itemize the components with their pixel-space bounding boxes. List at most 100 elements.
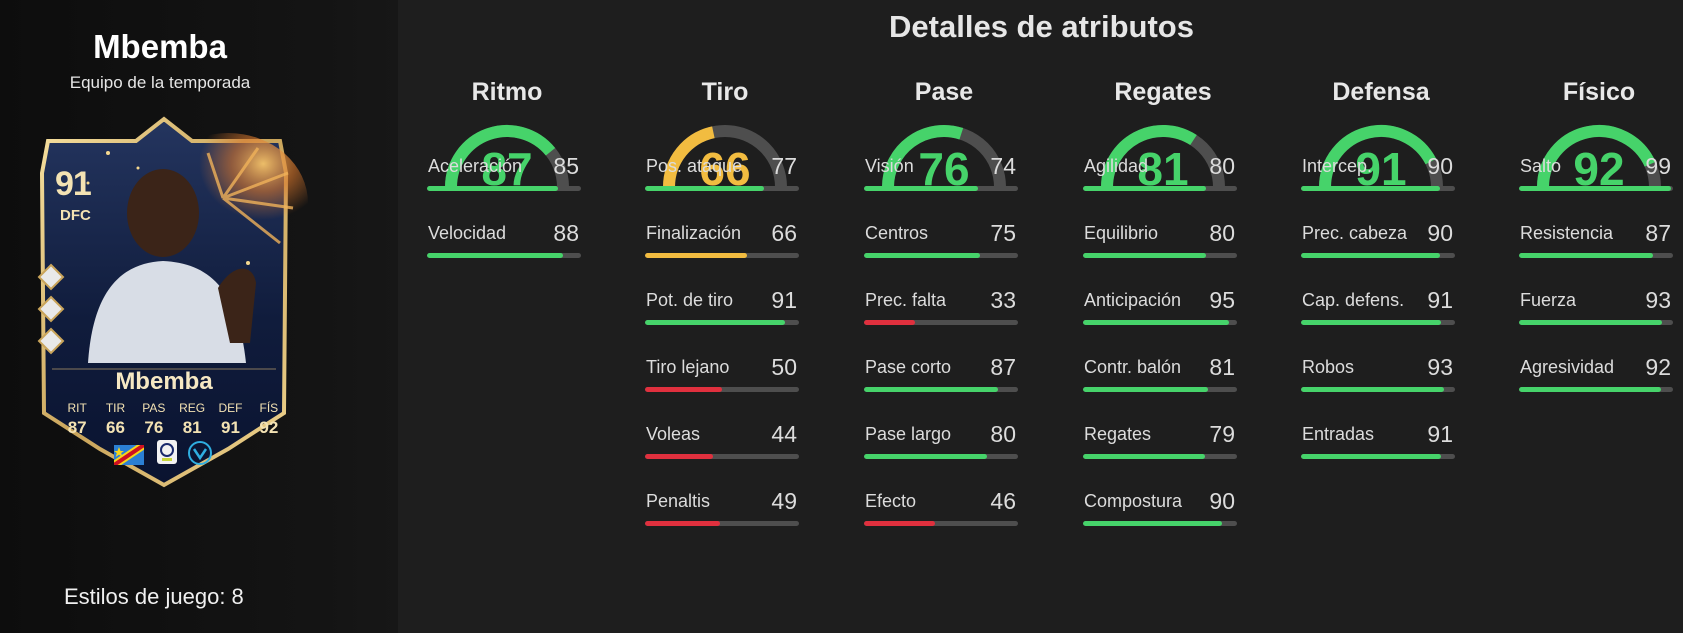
attribute-value: 87 <box>1645 220 1671 246</box>
attribute-bar-fill <box>645 454 713 459</box>
attribute-row: Entradas 91 <box>1301 421 1457 484</box>
attribute-row: Anticipación 95 <box>1083 287 1239 350</box>
attribute-label: Pos. ataque <box>646 156 743 176</box>
card-stat: TIR 66 <box>96 401 134 438</box>
attribute-label: Agilidad <box>1084 156 1149 176</box>
attribute-row: Robos 93 <box>1301 354 1457 417</box>
attribute-label: Tiro lejano <box>646 357 730 377</box>
attribute-label: Contr. balón <box>1084 357 1182 377</box>
attribute-label: Robos <box>1302 357 1355 377</box>
attribute-value: 81 <box>1209 354 1235 380</box>
attribute-row: Velocidad 88 <box>427 220 583 283</box>
attribute-bar <box>645 253 799 258</box>
attribute-bar-fill <box>645 387 722 392</box>
attribute-value: 80 <box>1209 153 1235 179</box>
attribute-label: Pase largo <box>865 424 952 444</box>
attribute-value: 50 <box>771 354 797 380</box>
attribute-bar <box>1301 387 1455 392</box>
attribute-value: 90 <box>1209 488 1235 514</box>
club-badge-icon <box>188 441 212 465</box>
card-stat-label: TIR <box>105 401 126 415</box>
attribute-value: 33 <box>990 287 1016 313</box>
attribute-bar <box>1301 186 1455 191</box>
attribute-bar <box>864 454 1018 459</box>
card-player-name: Mbemba <box>115 368 213 395</box>
card-stat-value: 91 <box>221 418 240 437</box>
gauge-arc <box>1537 125 1661 188</box>
card-position: DFC <box>60 207 91 224</box>
attribute-bar-fill <box>645 521 721 526</box>
attribute-bar <box>645 186 799 191</box>
attribute-column: Pase 76 Visión 74 Centros 75 Prec. falta 33 Pas… <box>864 78 1024 526</box>
attribute-value: 88 <box>553 220 579 246</box>
player-card-panel: Mbemba Equipo de la temporada <box>0 0 398 633</box>
attribute-bar-fill <box>864 521 935 526</box>
card-stat-value: 76 <box>144 418 164 437</box>
nation-flag-icon <box>114 445 144 465</box>
attribute-value: 91 <box>1427 421 1453 447</box>
attribute-row: Pot. de tiro 91 <box>645 287 801 350</box>
attribute-row: Agilidad 80 <box>1083 153 1239 216</box>
attribute-bar <box>1083 454 1237 459</box>
attribute-column: Ritmo 87 Aceleración 85 Velocidad 88 <box>427 78 587 258</box>
attribute-value: 90 <box>1427 153 1453 179</box>
attribute-row: Agresividad 92 <box>1519 354 1675 417</box>
card-stat: RIT 87 <box>58 401 96 438</box>
attribute-bar <box>1301 454 1455 459</box>
attribute-bar <box>1519 186 1673 191</box>
attribute-value: 91 <box>771 287 797 313</box>
attribute-row: Regates 79 <box>1083 421 1239 484</box>
card-type-label: Equipo de la temporada <box>69 73 251 92</box>
card-stat: PAS 76 <box>135 401 173 438</box>
attribute-row: Efecto 46 <box>864 488 1020 551</box>
attribute-bar-fill <box>427 253 563 258</box>
attribute-row: Pos. ataque 77 <box>645 153 801 216</box>
attribute-label: Regates <box>1084 424 1152 444</box>
attribute-bar-fill <box>1083 320 1230 325</box>
attribute-bar-fill <box>645 186 764 191</box>
attribute-column: Defensa 91 Intercep. 90 Prec. cabeza 90 Cap. … <box>1301 78 1461 459</box>
attribute-row: Cap. defens. 91 <box>1301 287 1457 350</box>
attribute-label: Pase corto <box>865 357 952 377</box>
attribute-bar-fill <box>1519 320 1663 325</box>
attribute-bar-fill <box>1083 387 1208 392</box>
attribute-bar <box>645 454 799 459</box>
attribute-bar <box>1519 320 1673 325</box>
attribute-bar-fill <box>864 320 915 325</box>
attribute-value: 44 <box>771 421 797 447</box>
attribute-bar <box>864 387 1018 392</box>
attribute-label: Visión <box>865 156 914 176</box>
attribute-value: 79 <box>1209 421 1235 447</box>
attribute-bar <box>864 186 1018 191</box>
attribute-label: Agresividad <box>1520 357 1615 377</box>
attribute-value: 95 <box>1209 287 1235 313</box>
category-title: Tiro <box>701 78 749 106</box>
attribute-bar-fill <box>864 387 998 392</box>
attribute-bar-fill <box>1519 253 1653 258</box>
attribute-bar-fill <box>1301 320 1442 325</box>
player-card[interactable]: 91 DFC Mbemba RIT 87 TIR 66 PAS 76 REG 8… <box>18 113 310 491</box>
attribute-bar-fill <box>645 320 786 325</box>
attribute-row: Centros 75 <box>864 220 1020 283</box>
attribute-label: Prec. falta <box>865 290 947 310</box>
attribute-label: Compostura <box>1084 491 1183 511</box>
gauge-arc <box>1319 125 1443 188</box>
attribute-row: Visión 74 <box>864 153 1020 216</box>
attribute-label: Anticipación <box>1084 290 1182 310</box>
gauge-arc <box>445 125 569 188</box>
attribute-label: Penaltis <box>646 491 711 511</box>
attribute-row: Finalización 66 <box>645 220 801 283</box>
playstyles-count: Estilos de juego: 8 <box>64 584 244 609</box>
category-gauge: 81 <box>1098 116 1228 195</box>
attribute-row: Aceleración 85 <box>427 153 583 216</box>
card-stat-value: 87 <box>67 418 87 437</box>
attribute-label: Salto <box>1520 156 1562 176</box>
attribute-bar <box>1083 320 1237 325</box>
attribute-bar <box>427 186 581 191</box>
attribute-label: Efecto <box>865 491 917 511</box>
attribute-row: Fuerza 93 <box>1519 287 1675 350</box>
attribute-bar-fill <box>1519 186 1672 191</box>
attribute-bar-fill <box>1083 521 1222 526</box>
attribute-row: Intercep. 90 <box>1301 153 1457 216</box>
attribute-column: Físico 92 Salto 99 Resistencia 87 Fuerza 93 Agr… <box>1519 78 1679 392</box>
